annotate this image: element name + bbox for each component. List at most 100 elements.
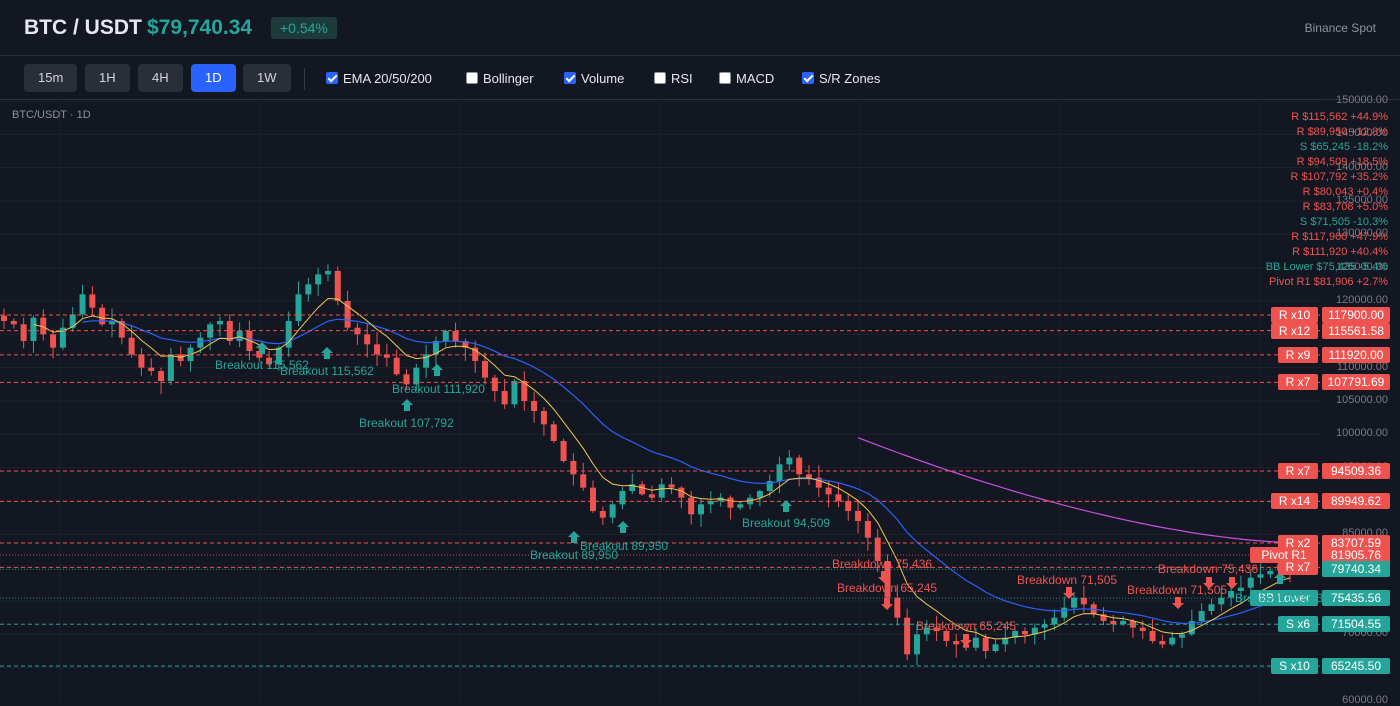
candle-body [1071,597,1078,608]
sr-level-tag: R x7 [1278,462,1318,479]
price-axis-tag: 75435.56 [1322,590,1390,607]
price-axis-label: 130000.00 [1336,227,1388,240]
candle-body [540,411,547,425]
timeframe-1h-button[interactable]: 1H [85,64,130,92]
candle-body [315,274,322,285]
candle-body [1188,621,1195,635]
toggle-volume[interactable]: Volume [564,71,624,87]
symbol-pair[interactable]: BTC / USDT [24,16,142,39]
candle-body [344,301,351,328]
signal-label: Breakout 115,562 [280,364,374,378]
candle-body [216,321,223,325]
toggle-ema[interactable]: EMA 20/50/200 [326,71,432,87]
checkbox-icon[interactable] [564,72,576,84]
ema20-line [33,297,1291,640]
candle-body [1257,574,1264,578]
timeframe-4h-button[interactable]: 4H [138,64,183,92]
candle-body [324,271,331,275]
candle-body [89,294,96,308]
breakout-arrow-icon [401,399,413,411]
checkbox-icon[interactable] [654,72,666,84]
signal-label: Breakout 89,950 [580,539,669,553]
candle-body [963,644,970,648]
candle-body [501,391,508,405]
candle-body [717,497,724,501]
price-axis-tag: 117900.00 [1322,307,1390,323]
timeframe-1d-button[interactable]: 1D [191,64,236,92]
candle-body [69,314,76,328]
signal-label: Breakout 111,920 [392,382,485,396]
price-axis-label: 135000.00 [1336,194,1388,206]
checkbox-icon[interactable] [719,72,731,84]
sr-level-tag: R x9 [1278,346,1318,363]
candle-body [707,501,714,505]
candle-body [1179,634,1186,638]
timeframe-1w-button[interactable]: 1W [243,64,291,92]
sr-zone-entry: S $71,505 -10.3% [1299,216,1388,228]
candle-body [432,341,439,355]
toggle-sr-zones-label: S/R Zones [819,71,881,86]
candle-body [383,354,390,358]
toggle-sr-zones[interactable]: S/R Zones [802,71,880,87]
price-change-badge: +0.54% [271,17,337,39]
candle-body [393,357,400,375]
checkbox-icon[interactable] [466,72,478,84]
candle-body [776,464,783,481]
toggle-bollinger[interactable]: Bollinger [466,71,534,87]
toggle-rsi[interactable]: RSI [654,71,693,87]
candle-body [423,354,430,368]
candle-body [697,504,704,515]
price-axis-label: 105000.00 [1336,394,1388,406]
candle-body [99,307,106,325]
signal-label: Breakdown 75,436 [832,557,933,571]
candle-body [1120,621,1127,625]
candle-body [1218,597,1225,605]
candle-body [10,321,17,325]
candle-body [59,327,66,348]
candle-body [835,494,842,501]
breakdown-arrow-icon [1172,597,1184,609]
candle-body [845,501,852,511]
candle-body [756,491,763,498]
candle-body [590,487,597,511]
sr-level-tag: R x14 [1271,493,1318,510]
price-axis-label: 125000.00 [1336,260,1388,273]
chart-symbol-label: BTC/USDT · 1D [12,109,91,121]
sr-level-tag: R x7 [1278,559,1318,576]
candle-body [266,357,273,365]
price-axis-tag: 71504.55 [1322,616,1390,633]
sr-zone-entry: R $111,920 +40.4% [1292,246,1388,258]
candle-body [1149,631,1156,641]
candle-body [727,497,734,508]
signal-label: Breakdown 71,505 [1017,573,1118,587]
sr-zone-entry: R $117,900 +47.9% [1291,231,1388,243]
ema200-line [857,437,1291,543]
chart-canvas[interactable] [0,101,1400,700]
checkbox-icon[interactable] [326,72,338,84]
price-chart[interactable] [0,101,1400,700]
sr-level-tag: Pivot R1 [1250,546,1318,563]
toolbar-divider [304,68,305,90]
candle-body [403,374,410,385]
sr-zone-entry: R $89,950 +12.8% [1296,126,1388,138]
exchange-label: Binance Spot [1304,21,1376,35]
signal-label: Breakout 107,792 [359,416,454,430]
candle-body [472,347,479,361]
candle-body [560,441,567,461]
toggle-rsi-label: RSI [671,71,693,86]
toggle-macd[interactable]: MACD [719,71,774,87]
candle-body [236,331,243,341]
signal-label: Breakout 94,509 [742,516,831,530]
checkbox-icon[interactable] [802,72,814,84]
candle-body [1169,637,1176,645]
candle-body [148,367,155,371]
candle-body [256,351,263,358]
sr-zone-entry: R $94,509 +18.5% [1296,156,1388,168]
candle-body [462,341,469,348]
timeframe-15m-button[interactable]: 15m [24,64,78,92]
candle-body [668,484,675,488]
candle-body [79,294,86,315]
ema50-line [82,318,1291,625]
sr-level-tag: R x7 [1278,374,1318,391]
candle-body [167,354,174,381]
